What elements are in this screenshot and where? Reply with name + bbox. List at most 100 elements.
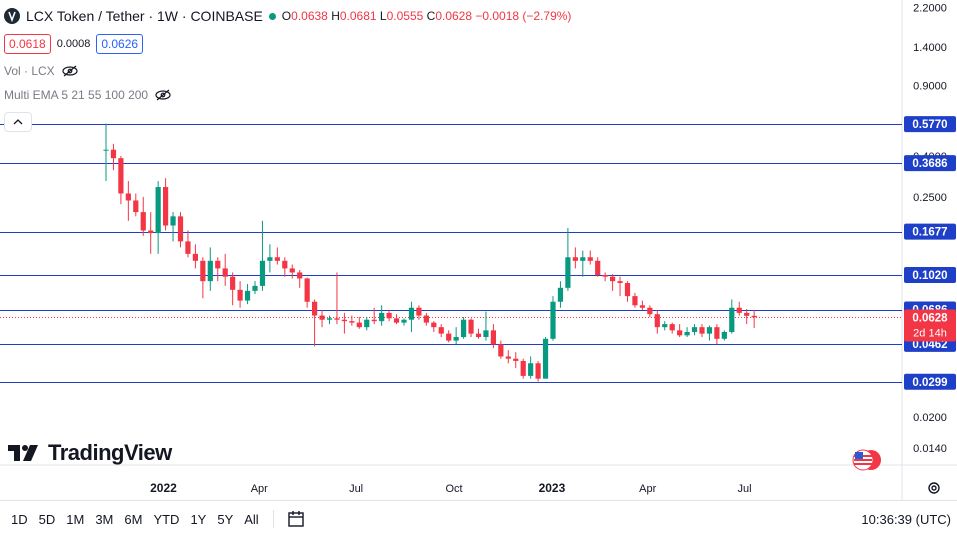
- time-tick-label: Oct: [445, 483, 462, 495]
- candle-body: [431, 322, 437, 328]
- candle-body: [177, 216, 184, 242]
- candle-body: [110, 149, 117, 159]
- timeframe-1y[interactable]: 1Y: [190, 511, 207, 527]
- time-tick-label: Apr: [251, 483, 268, 495]
- candle-body: [148, 230, 154, 234]
- price-axis[interactable]: 2.20001.40000.90000.57700.40000.36860.25…: [904, 3, 956, 455]
- price-level-tag: [904, 223, 956, 240]
- candles: [103, 123, 757, 382]
- price-level-tag: [904, 266, 956, 283]
- candle-body: [170, 216, 176, 226]
- clock-timezone[interactable]: 10:36:39 (UTC): [861, 511, 951, 527]
- time-tick-label: 2023: [539, 481, 566, 495]
- timeframe-1m[interactable]: 1M: [66, 511, 85, 527]
- current-price-label: 0.0628: [912, 313, 948, 325]
- candle-body: [356, 322, 362, 328]
- candle-body: [505, 356, 511, 359]
- high-value: 0.0681: [339, 9, 377, 23]
- price-tick-label: 0.2500: [913, 192, 947, 204]
- price-level-label: 0.1677: [912, 227, 947, 239]
- time-tick-label: Jul: [349, 483, 363, 495]
- bar-countdown-label: 2d 14h: [913, 328, 947, 340]
- candle-body: [542, 338, 549, 379]
- buy-price-button[interactable]: 0.0626: [96, 34, 144, 54]
- candle-body: [289, 268, 295, 273]
- date-range-calendar-icon[interactable]: [286, 510, 306, 528]
- candle-body: [341, 319, 347, 322]
- candle-body: [550, 301, 556, 339]
- bottom-toolbar: 1D 5D 1M 3M 6M YTD 1Y 5Y All 10:36:39 (UTC): [0, 500, 957, 537]
- candle-body: [706, 327, 713, 334]
- candle-body: [401, 319, 407, 323]
- price-level-label: 0.5770: [912, 119, 947, 131]
- candle-body: [677, 330, 683, 336]
- candle-body: [528, 363, 534, 376]
- timeframe-3m[interactable]: 3M: [95, 511, 114, 527]
- price-level-label: 0.1020: [912, 270, 947, 282]
- candle-body: [662, 324, 668, 328]
- ema-indicator-label[interactable]: Multi EMA 5 21 55 100 200: [4, 88, 149, 102]
- candle-body: [736, 307, 742, 313]
- market-open-dot: [268, 12, 276, 20]
- candle-body: [364, 319, 370, 328]
- candle-body: [125, 193, 131, 201]
- candle-body: [334, 318, 340, 320]
- tradingview-logo[interactable]: TradingView: [8, 440, 172, 466]
- settings-gear-icon[interactable]: [927, 481, 941, 495]
- price-tick-label: 0.9000: [913, 80, 947, 92]
- price-tick-label: 0.0140: [913, 443, 947, 455]
- time-axis[interactable]: 2022 Apr Jul Oct 2023 Apr Jul: [150, 481, 751, 495]
- symbol-title[interactable]: LCX Token / Tether · 1W · COINBASE: [26, 8, 263, 24]
- timeframe-5d[interactable]: 5D: [38, 511, 56, 527]
- price-level-label: 0.0299: [912, 377, 947, 389]
- hidden-eye-icon[interactable]: [61, 65, 79, 77]
- candle-body: [475, 333, 482, 338]
- price-level-label: 0.3686: [912, 158, 947, 170]
- candle-body: [304, 278, 310, 302]
- price-level-label: 0.0462: [912, 339, 947, 351]
- candle-body: [669, 324, 675, 331]
- price-level-tag: [904, 155, 956, 172]
- spread-value: 0.0008: [56, 38, 91, 50]
- price-tick-label: 0.0200: [913, 412, 947, 424]
- candle-body: [237, 289, 243, 301]
- candle-body: [423, 315, 429, 323]
- hidden-eye-icon[interactable]: [154, 89, 172, 101]
- candle-body: [453, 337, 459, 341]
- candle-body: [610, 276, 616, 282]
- sell-price-button[interactable]: 0.0618: [4, 34, 51, 54]
- collapse-legend-button[interactable]: [4, 112, 32, 132]
- candle-body: [721, 331, 727, 339]
- candle-body: [729, 307, 735, 332]
- chevron-up-icon: [13, 119, 23, 125]
- candle-body: [371, 319, 377, 322]
- timeframe-all[interactable]: All: [244, 511, 259, 527]
- timeframe-ytd[interactable]: YTD: [153, 511, 180, 527]
- us-flag-icon[interactable]: [852, 449, 882, 471]
- candle-body: [691, 327, 698, 332]
- candle-body: [215, 260, 221, 269]
- candle-body: [744, 312, 750, 316]
- time-tick-label: Apr: [639, 483, 656, 495]
- ema-indicator-row: Multi EMA 5 21 55 100 200: [4, 88, 172, 102]
- candle-body: [483, 330, 489, 338]
- candle-body: [185, 241, 191, 254]
- candle-body: [654, 314, 660, 328]
- price-level-tag: [904, 373, 956, 390]
- candle-body: [140, 212, 146, 231]
- timeframe-6m[interactable]: 6M: [124, 511, 143, 527]
- ohlc-values: O0.0638 H0.0681 L0.0555 C0.0628 −0.0018 …: [281, 9, 572, 23]
- candle-body: [565, 257, 571, 288]
- candle-body: [282, 260, 288, 269]
- candle-body: [274, 257, 280, 261]
- candle-body: [580, 257, 586, 261]
- candle-body: [252, 285, 258, 291]
- price-tick-label: 1.4000: [913, 42, 947, 54]
- candle-body: [714, 327, 720, 339]
- candle-body: [192, 253, 198, 261]
- candle-body: [468, 319, 474, 334]
- timeframe-1d[interactable]: 1D: [11, 511, 28, 527]
- timeframe-5y[interactable]: 5Y: [217, 511, 234, 527]
- candlestick-chart[interactable]: 2.20001.40000.90000.57700.40000.36860.25…: [0, 0, 957, 500]
- volume-indicator-label[interactable]: Vol · LCX: [4, 64, 55, 78]
